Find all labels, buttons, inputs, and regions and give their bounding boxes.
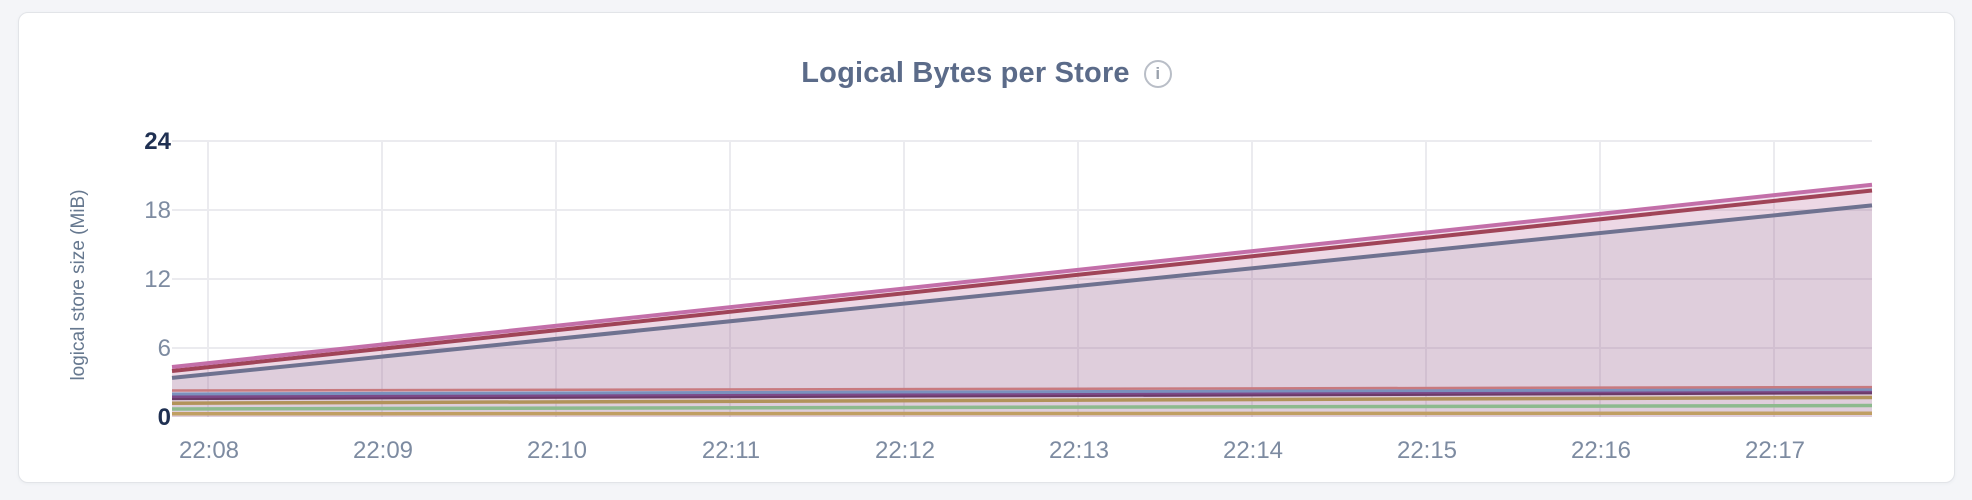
y-tick-label-18: 18	[144, 197, 171, 224]
chart-card: Logical Bytes per Store i logical store …	[18, 12, 1955, 483]
store-3-fill	[172, 205, 1872, 417]
x-tick-label-22:13: 22:13	[1048, 437, 1110, 464]
store-1-fill	[172, 184, 1872, 417]
x-tick-label-22:15: 22:15	[1396, 437, 1458, 464]
y-tick-label-24: 24	[144, 128, 171, 155]
store-9-line	[171, 403, 1873, 411]
store-8-line	[171, 395, 1873, 405]
store-2-line	[171, 188, 1873, 373]
y-tick-label-6: 6	[157, 335, 171, 362]
store-4-line	[171, 385, 1873, 392]
y-tick-label-12: 12	[144, 266, 171, 293]
info-icon[interactable]: i	[1143, 59, 1172, 88]
y-tick-label-0: 0	[157, 404, 171, 431]
x-tick-label-22:09: 22:09	[352, 437, 414, 464]
store-7-line	[171, 391, 1873, 401]
x-tick-label-22:16: 22:16	[1570, 437, 1632, 464]
store-5-line	[171, 387, 1873, 396]
x-tick-label-22:12: 22:12	[874, 437, 936, 464]
x-tick-label-22:08: 22:08	[178, 437, 240, 464]
chart-header: Logical Bytes per Store i	[19, 57, 1954, 90]
x-tick-label-22:14: 22:14	[1222, 437, 1284, 464]
store-3-line	[171, 203, 1873, 380]
store-10-line	[171, 411, 1873, 416]
x-tick-label-22:11: 22:11	[701, 437, 761, 464]
chart-title: Logical Bytes per Store	[801, 57, 1130, 89]
store-1-line	[171, 182, 1873, 369]
x-tick-label-22:17: 22:17	[1744, 437, 1806, 464]
x-tick-label-22:10: 22:10	[526, 437, 588, 464]
